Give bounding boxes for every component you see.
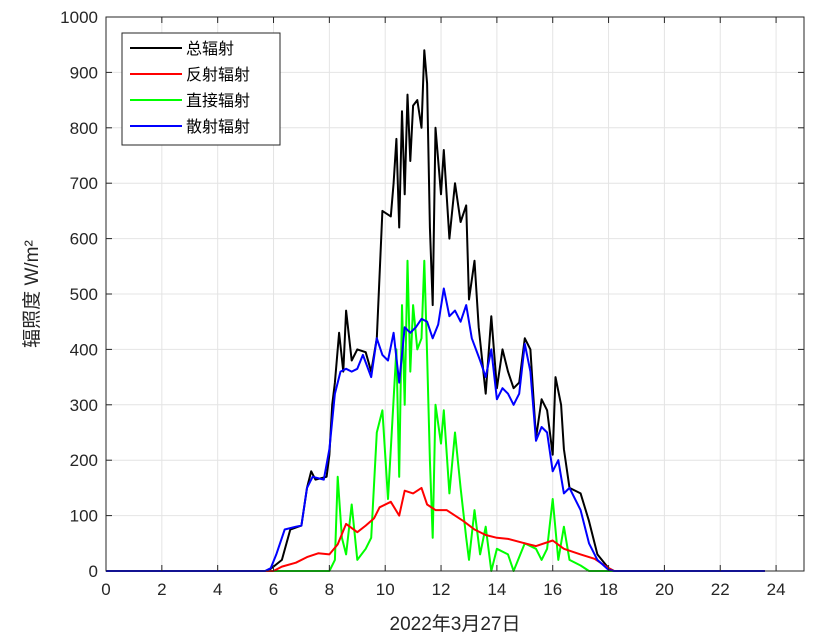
y-axis-label: 辐照度 W/m² (21, 240, 43, 348)
legend-label: 总辐射 (186, 40, 234, 58)
series-line-4 (106, 287, 765, 572)
y-tick-label: 400 (70, 340, 98, 359)
series-line-1 (106, 49, 765, 572)
y-tick-label: 500 (70, 285, 98, 304)
series-line-3 (106, 259, 765, 572)
legend-label: 反射辐射 (186, 66, 250, 84)
y-tick-label: 700 (70, 174, 98, 193)
legend-label: 直接辐射 (186, 92, 250, 110)
y-tick-label: 600 (70, 230, 98, 249)
x-tick-label: 18 (599, 580, 618, 599)
y-tick-label: 300 (70, 396, 98, 415)
y-tick-label: 800 (70, 119, 98, 138)
x-tick-label: 4 (213, 580, 222, 599)
y-tick-label: 200 (70, 451, 98, 470)
series-layer (106, 49, 765, 572)
x-tick-label: 16 (543, 580, 562, 599)
x-tick-label: 24 (767, 580, 786, 599)
x-axis-label: 2022年3月27日 (390, 613, 521, 635)
x-tick-label: 22 (711, 580, 730, 599)
legend-label: 散射辐射 (186, 118, 250, 136)
x-tick-label: 20 (655, 580, 674, 599)
x-tick-label: 2 (157, 580, 166, 599)
y-tick-label: 100 (70, 507, 98, 526)
x-tick-label: 0 (101, 580, 110, 599)
y-tick-label: 0 (89, 562, 98, 581)
x-tick-label: 14 (487, 580, 506, 599)
tick-labels: 0 2 4 6 8 10 12 14 16 18 20 22 240100200300400500600… (60, 8, 804, 599)
x-tick-label: 8 (325, 580, 334, 599)
y-tick-label: 1000 (60, 8, 98, 27)
x-tick-label: 10 (376, 580, 395, 599)
y-tick-label: 900 (70, 63, 98, 82)
x-tick-label: 6 (269, 580, 278, 599)
x-tick-label: 12 (432, 580, 451, 599)
series-line-2 (106, 486, 765, 572)
